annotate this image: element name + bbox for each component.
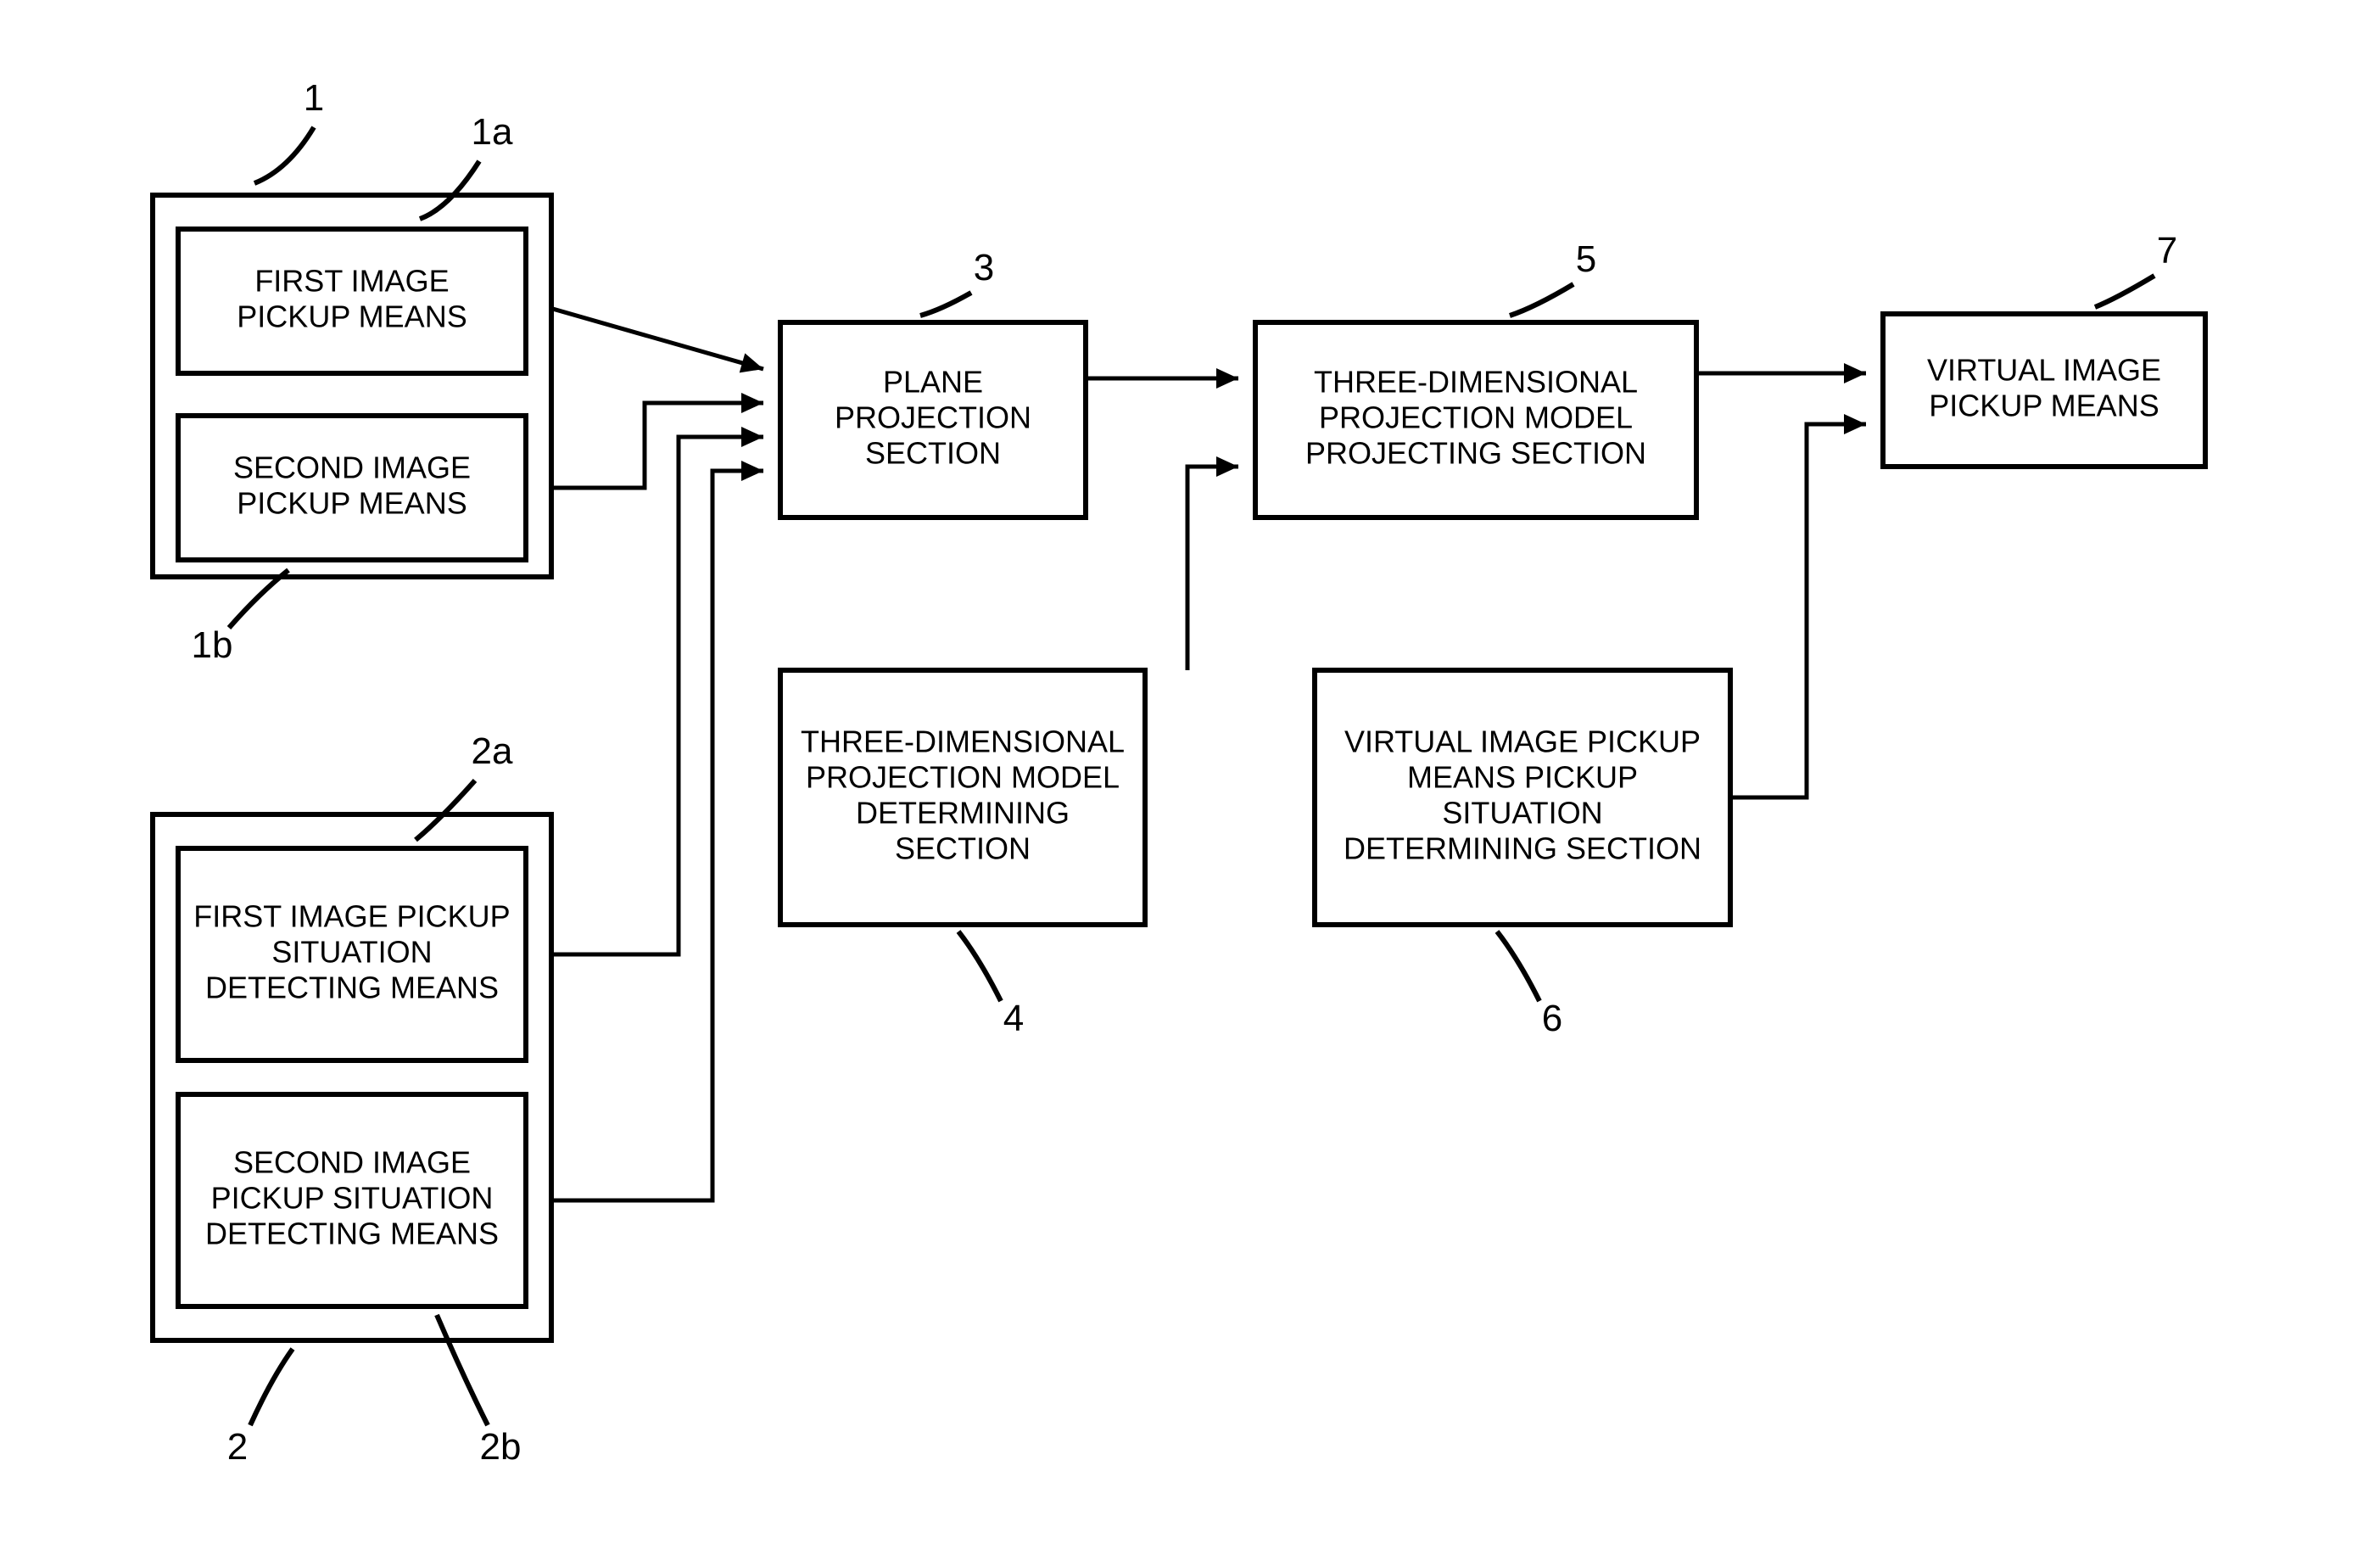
label-b2b-l2: DETECTING MEANS — [205, 1217, 499, 1251]
label-b2b-l0: SECOND IMAGE — [233, 1145, 471, 1180]
label-b6-l1: MEANS PICKUP — [1407, 760, 1638, 795]
label-b2a-l2: DETECTING MEANS — [205, 971, 499, 1005]
label-b2b-l1: PICKUP SITUATION — [211, 1181, 494, 1216]
label-b7-l0: VIRTUAL IMAGE — [1927, 353, 2161, 388]
label-b1a-l0: FIRST IMAGE — [254, 264, 449, 299]
label-b2a-l1: SITUATION — [271, 935, 432, 970]
label-b3-l0: PLANE — [883, 365, 983, 400]
refnum-2b: 2b — [480, 1426, 522, 1468]
label-b3-l1: PROJECTION — [835, 400, 1031, 435]
label-b4-l3: SECTION — [895, 831, 1031, 866]
label-b5-l0: THREE-DIMENSIONAL — [1314, 365, 1638, 400]
label-b6-l3: DETERMINING SECTION — [1344, 831, 1701, 866]
label-b7-l1: PICKUP MEANS — [1929, 389, 2159, 423]
refnum-6: 6 — [1542, 998, 1562, 1039]
refnum-1: 1 — [304, 77, 324, 119]
refnum-3: 3 — [974, 247, 994, 288]
refnum-1a: 1a — [472, 111, 513, 153]
label-b1b-l0: SECOND IMAGE — [233, 450, 471, 485]
label-b5-l1: PROJECTION MODEL — [1319, 400, 1633, 435]
label-b2a-l0: FIRST IMAGE PICKUP — [193, 899, 510, 934]
refnum-4: 4 — [1003, 998, 1024, 1039]
label-b1a-l1: PICKUP MEANS — [237, 299, 467, 334]
label-b4-l2: DETERMINING — [856, 796, 1070, 831]
refnum-1b: 1b — [192, 624, 233, 666]
label-b5-l2: PROJECTING SECTION — [1305, 436, 1646, 471]
label-b4-l0: THREE-DIMENSIONAL — [801, 724, 1125, 759]
refnum-5: 5 — [1576, 238, 1596, 280]
label-b3-l2: SECTION — [865, 436, 1001, 471]
label-b6-l0: VIRTUAL IMAGE PICKUP — [1344, 724, 1701, 759]
label-b4-l1: PROJECTION MODEL — [806, 760, 1120, 795]
label-b6-l2: SITUATION — [1442, 796, 1602, 831]
label-b1b-l1: PICKUP MEANS — [237, 486, 467, 521]
refnum-7: 7 — [2157, 230, 2177, 271]
refnum-2a: 2a — [472, 730, 513, 772]
refnum-2: 2 — [227, 1426, 248, 1468]
